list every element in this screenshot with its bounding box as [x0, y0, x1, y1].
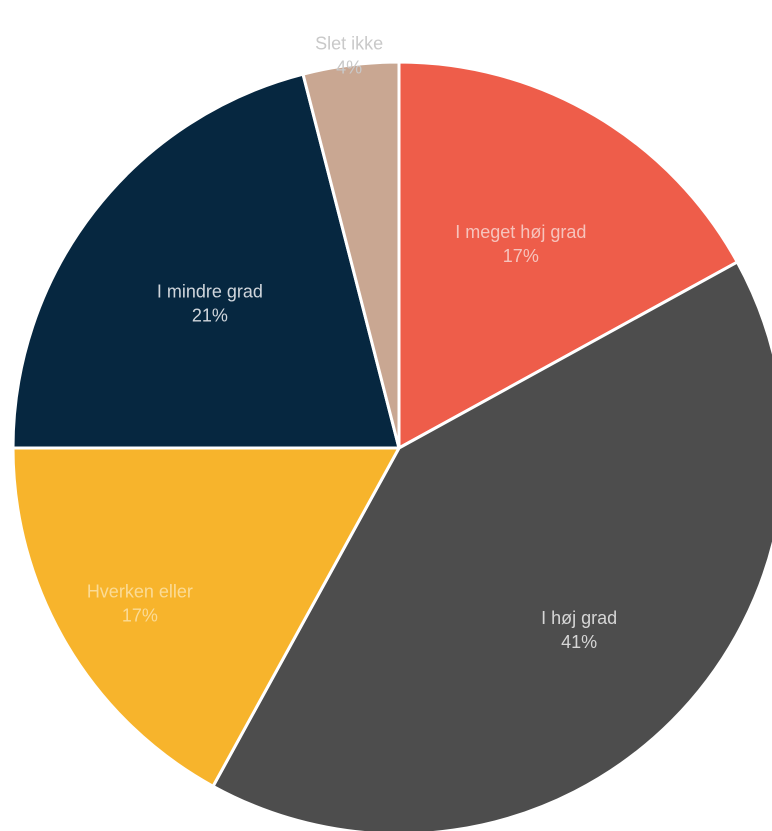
pie-label-percent: 41%: [561, 632, 597, 652]
pie-label-category: Hverken eller: [87, 581, 193, 601]
pie-label-percent: 17%: [503, 246, 539, 266]
pie-slices: [11, 60, 772, 831]
pie-slice-hverken-eller: [11, 446, 401, 788]
pie-slice-slet-ikke: [301, 60, 401, 450]
pie-slice-i-meget-hoj-grad: [397, 60, 739, 450]
pie-slice-i-mindre-grad: [11, 72, 401, 450]
pie-label-category: Slet ikke: [315, 34, 383, 54]
pie-label-percent: 4%: [336, 58, 362, 78]
pie-label-category: I meget høj grad: [455, 222, 586, 242]
pie-label-i-mindre-grad: I mindre grad 21%: [157, 281, 263, 325]
pie-label-category: I mindre grad: [157, 281, 263, 301]
pie-label-category: I høj grad: [541, 608, 617, 628]
pie-label-percent: 17%: [122, 605, 158, 625]
pie-label-slet-ikke: Slet ikke 4%: [315, 34, 383, 78]
pie-label-hverken-eller: Hverken eller 17%: [87, 581, 193, 625]
pie-label-i-meget-hoj-grad: I meget høj grad 17%: [455, 222, 586, 266]
pie-labels: I meget høj grad 17% I høj grad 41% Hverken …: [87, 34, 617, 653]
pie-label-percent: 21%: [192, 305, 228, 325]
pie-label-i-hoj-grad: I høj grad 41%: [541, 608, 617, 652]
